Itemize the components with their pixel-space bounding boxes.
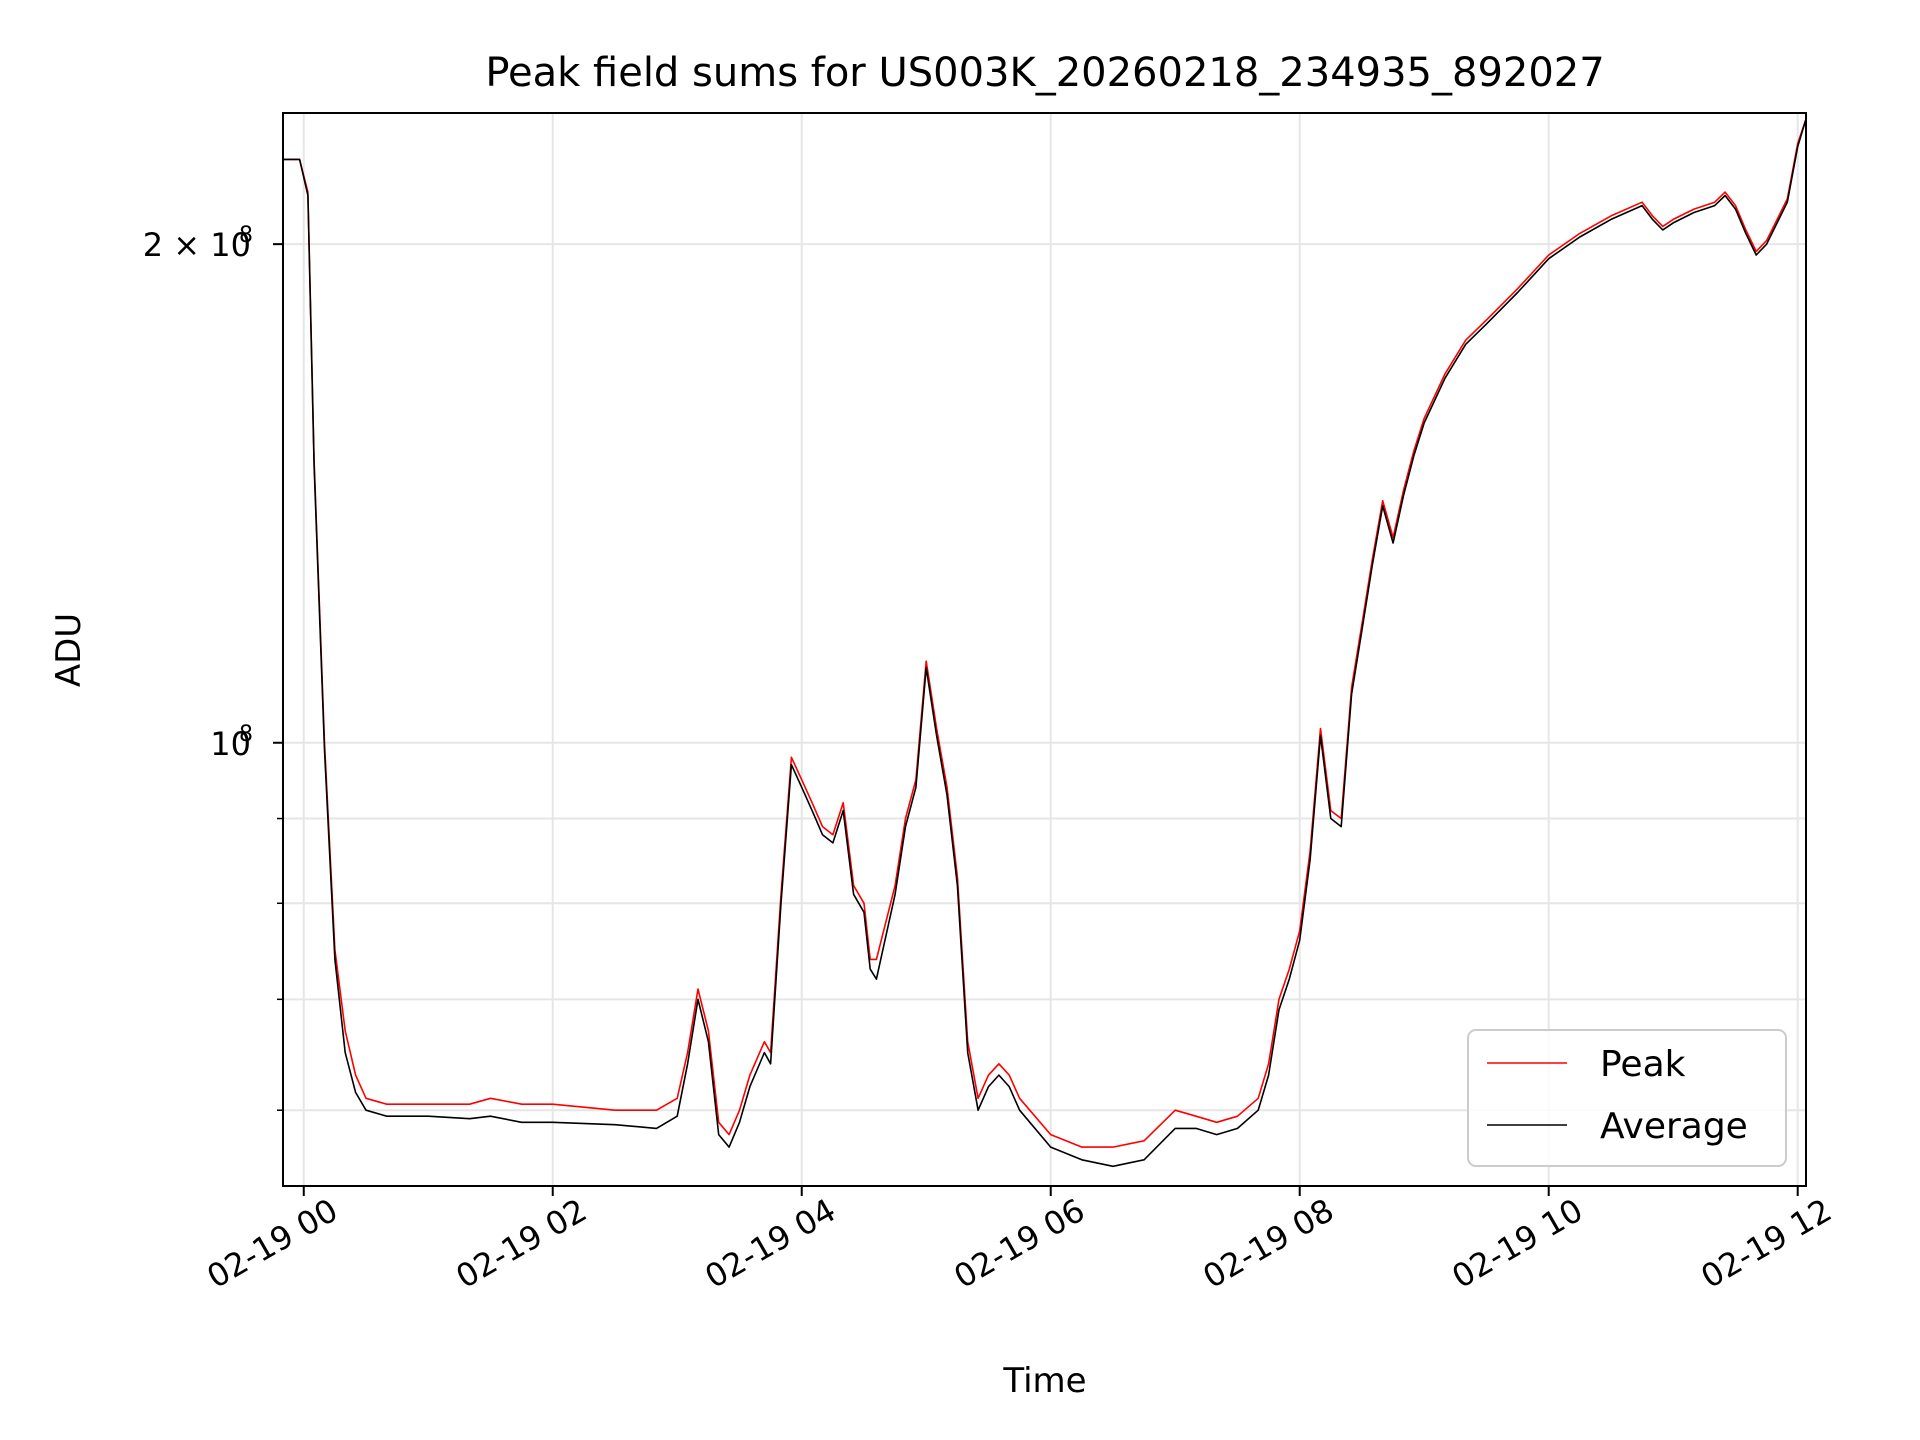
chart-title: Peak field sums for US003K_20260218_2349… xyxy=(485,50,1604,96)
x-axis-label: Time xyxy=(1002,1361,1086,1401)
legend-label-peak: Peak xyxy=(1600,1044,1686,1085)
legend-box xyxy=(1467,1029,1787,1167)
y-tick-label: 2 × 108 xyxy=(143,223,253,264)
series-line-peak xyxy=(283,118,1807,1148)
y-axis-label: ADU xyxy=(49,613,89,687)
series-layer xyxy=(283,118,1807,1168)
legend: Peak Average xyxy=(1467,1029,1787,1167)
plot-frame xyxy=(282,112,1807,1187)
series-line-average xyxy=(283,118,1807,1168)
y-tick-label: 108 xyxy=(210,722,253,763)
y-axis: 2 × 108 108 xyxy=(143,223,283,1111)
legend-label-average: Average xyxy=(1600,1106,1748,1147)
